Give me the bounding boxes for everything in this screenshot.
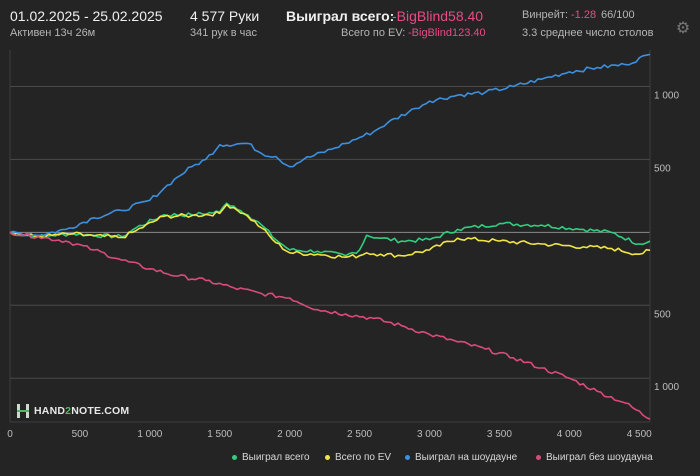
legend-dot xyxy=(325,455,330,460)
x-tick-label: 2 500 xyxy=(347,429,372,440)
y-tick-label: 1 000 xyxy=(654,382,679,393)
hands-count: 4 577 Руки xyxy=(190,8,260,24)
ev-total-value: -BigBlind123.40 xyxy=(408,27,486,39)
date-range[interactable]: 01.02.2025 - 25.02.2025 xyxy=(10,8,163,24)
legend-label: Выиграл на шоудауне xyxy=(415,452,518,463)
hand2note-logo: HAND2NOTE.COM xyxy=(16,402,129,420)
x-tick-label: 2 000 xyxy=(277,429,302,440)
stats-header: 01.02.2025 - 25.02.2025 Активен 13ч 26м … xyxy=(0,0,700,44)
legend-label: Выиграл всего xyxy=(242,452,310,463)
legend-dot xyxy=(232,455,237,460)
x-tick-label: 500 xyxy=(72,429,89,440)
active-time: Активен 13ч 26м xyxy=(10,27,96,39)
won-total-value: -BigBlind58.40 xyxy=(392,8,484,24)
x-tick-label: 1 000 xyxy=(137,429,162,440)
logo-mark-icon xyxy=(16,403,30,419)
legend-label: Выиграл без шоудауна xyxy=(546,452,653,463)
winrate-value: -1.28 xyxy=(571,9,597,21)
winrate-label: Винрейт: xyxy=(522,9,569,21)
x-tick-label: 3 500 xyxy=(487,429,512,440)
legend-item-showdown[interactable]: Выиграл на шоудауне xyxy=(405,452,517,463)
logo-text: HAND2NOTE.COM xyxy=(34,405,130,417)
x-tick-label: 0 xyxy=(7,429,13,440)
hands-per-hour: 341 рук в час xyxy=(190,27,258,39)
series-line-2 xyxy=(9,53,651,237)
series-line-1 xyxy=(9,203,651,259)
x-tick-label: 4 500 xyxy=(627,429,652,440)
series-line-0 xyxy=(9,202,651,257)
ev-total-label: Всего по EV: xyxy=(341,27,406,39)
avg-tables: 3.3 среднее число столов xyxy=(522,27,654,39)
won-total-label: Выиграл всего: xyxy=(286,8,395,24)
y-tick-label: 1 000 xyxy=(654,90,679,101)
chart-legend: Выиграл всего Всего по EV Выиграл на шоу… xyxy=(0,452,700,468)
legend-dot xyxy=(536,455,541,460)
legend-item-non-showdown[interactable]: Выиграл без шоудауна xyxy=(536,452,653,463)
winrate-ratio: 66/100 xyxy=(601,9,635,21)
legend-item-won-total[interactable]: Выиграл всего xyxy=(232,452,310,463)
x-tick-label: 1 500 xyxy=(207,429,232,440)
y-tick-label: 500 xyxy=(654,163,671,174)
series-line-3 xyxy=(9,231,651,420)
x-tick-label: 3 000 xyxy=(417,429,442,440)
legend-dot xyxy=(405,455,410,460)
legend-label: Всего по EV xyxy=(335,452,392,463)
gear-icon[interactable]: ⚙ xyxy=(675,20,691,37)
y-tick-label: 500 xyxy=(654,309,671,320)
x-tick-label: 4 000 xyxy=(557,429,582,440)
legend-item-ev-total[interactable]: Всего по EV xyxy=(325,452,391,463)
